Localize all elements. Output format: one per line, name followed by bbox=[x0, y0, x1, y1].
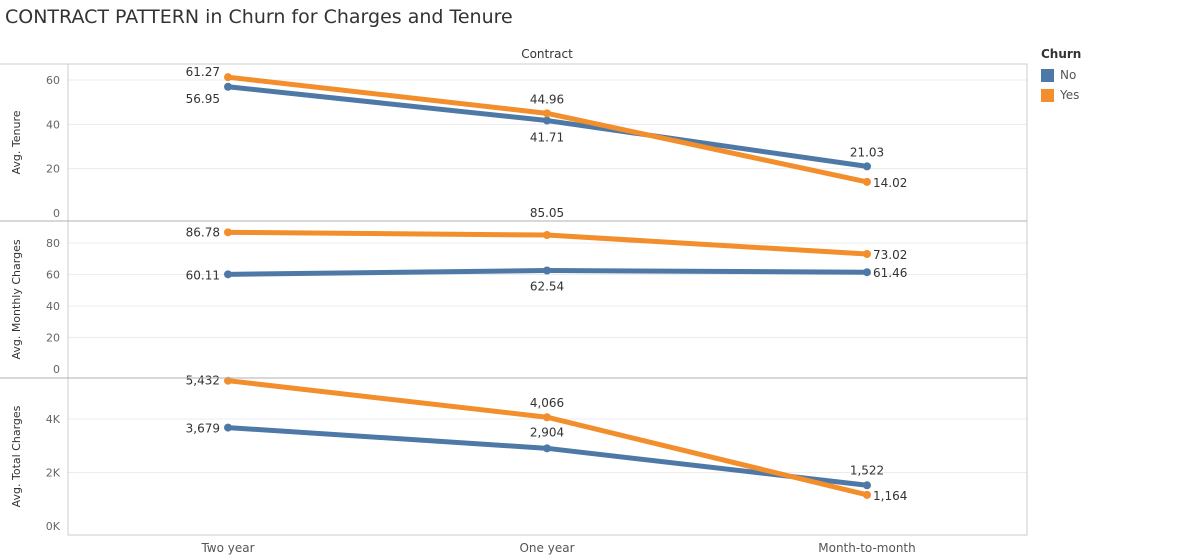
y-tick-label: 60 bbox=[46, 74, 60, 87]
data-point bbox=[543, 231, 551, 240]
data-point bbox=[863, 481, 871, 490]
x-tick-label: One year bbox=[519, 541, 574, 555]
y-tick-label: 40 bbox=[46, 300, 60, 313]
y-axis-title: Avg. Total Charges bbox=[10, 405, 23, 507]
y-tick-label: 20 bbox=[46, 332, 60, 345]
data-label: 3,679 bbox=[186, 422, 220, 436]
data-label: 56.95 bbox=[186, 92, 220, 106]
y-tick-label: 0 bbox=[53, 363, 60, 376]
data-label: 4,066 bbox=[530, 396, 564, 410]
data-label: 2,904 bbox=[530, 425, 564, 439]
y-tick-label: 80 bbox=[46, 237, 60, 250]
y-tick-label: 60 bbox=[46, 269, 60, 282]
y-tick-label: 2K bbox=[46, 467, 61, 480]
y-tick-label: 40 bbox=[46, 118, 60, 131]
legend-swatch-no bbox=[1041, 68, 1054, 82]
panel-0: 0 20 40 60 Avg. Tenure 56.95 41.71 21.03 61.27 44… bbox=[10, 65, 1027, 220]
data-point bbox=[863, 249, 871, 258]
y-axis-title: Avg. Tenure bbox=[10, 110, 23, 174]
y-tick-label: 20 bbox=[46, 163, 60, 176]
legend-title: Churn bbox=[1041, 47, 1082, 61]
data-label: 61.46 bbox=[873, 266, 907, 280]
data-label: 1,522 bbox=[850, 463, 884, 477]
data-point bbox=[224, 423, 232, 432]
data-label: 62.54 bbox=[530, 279, 564, 293]
data-point bbox=[543, 266, 551, 275]
data-point bbox=[224, 228, 232, 237]
data-point bbox=[224, 376, 232, 385]
data-label: 61.27 bbox=[186, 65, 220, 79]
y-tick-label: 4K bbox=[46, 413, 61, 426]
data-label: 1,164 bbox=[873, 489, 907, 503]
x-tick-label: Month-to-month bbox=[818, 541, 916, 555]
data-label: 44.96 bbox=[530, 92, 564, 106]
data-point bbox=[543, 444, 551, 453]
y-tick-label: 0K bbox=[46, 520, 61, 533]
data-point bbox=[863, 177, 871, 186]
data-point bbox=[224, 82, 232, 91]
legend-item-yes[interactable]: Yes bbox=[1041, 85, 1081, 105]
data-label: 14.02 bbox=[873, 176, 907, 190]
data-label: 73.02 bbox=[873, 248, 907, 262]
column-header: Contract bbox=[521, 47, 573, 61]
chart-title: CONTRACT PATTERN in Churn for Charges an… bbox=[5, 6, 513, 28]
legend-swatch-yes bbox=[1041, 88, 1054, 102]
legend-label-yes: Yes bbox=[1060, 88, 1080, 102]
data-label: 41.71 bbox=[530, 131, 564, 145]
data-label: 21.03 bbox=[850, 145, 884, 159]
data-label: 60.11 bbox=[186, 268, 220, 282]
data-point bbox=[224, 270, 232, 279]
panel-1: 0 20 40 60 80 Avg. Monthly Charges 60.11 62.54 6… bbox=[10, 206, 1027, 376]
panel-2: 0K 2K 4K Avg. Total Charges 3,679 2,904 1,522 5… bbox=[10, 374, 1027, 533]
data-point bbox=[224, 73, 232, 82]
legend-item-no[interactable]: No bbox=[1041, 65, 1081, 85]
data-label: 85.05 bbox=[530, 206, 564, 220]
data-point bbox=[543, 413, 551, 422]
panel-frame bbox=[0, 63, 1028, 536]
legend: Churn No Yes bbox=[1041, 47, 1081, 105]
data-point bbox=[863, 490, 871, 499]
data-point bbox=[863, 268, 871, 277]
y-tick-label: 0 bbox=[53, 207, 60, 220]
y-axis-title: Avg. Monthly Charges bbox=[10, 239, 23, 359]
data-point bbox=[543, 116, 551, 125]
data-label: 86.78 bbox=[186, 225, 220, 239]
data-point bbox=[543, 109, 551, 118]
legend-label-no: No bbox=[1060, 68, 1077, 82]
data-label: 5,432 bbox=[186, 374, 220, 388]
x-tick-label: Two year bbox=[200, 541, 254, 555]
data-point bbox=[863, 162, 871, 171]
